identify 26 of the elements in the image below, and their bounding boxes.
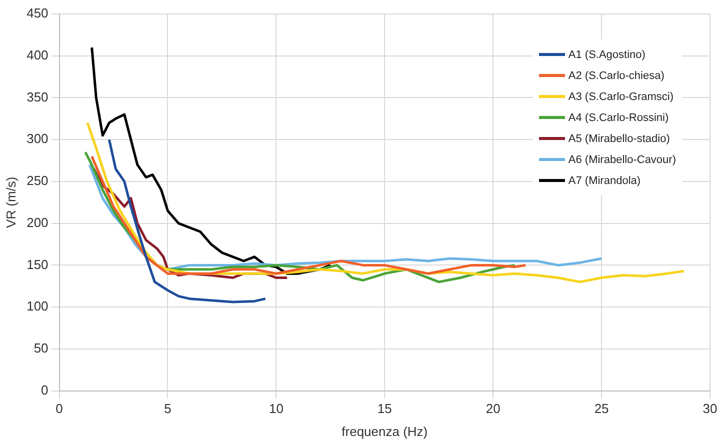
legend-label: A2 (S.Carlo-chiesa) — [568, 70, 664, 82]
legend-label: A6 (Mirabello-Cavour) — [568, 154, 676, 166]
x-tick-label: 25 — [594, 401, 609, 416]
legend-label: A4 (S.Carlo-Rossini) — [568, 112, 669, 124]
y-axis-title: VR (m/s) — [3, 176, 18, 228]
y-tick-label: 450 — [26, 6, 48, 21]
y-tick-label: 150 — [26, 256, 48, 272]
y-tick-label: 50 — [34, 340, 48, 356]
legend-label: A5 (Mirabello-stadio) — [568, 132, 670, 144]
x-tick-label: 30 — [702, 401, 718, 416]
x-tick-label: 15 — [377, 401, 392, 416]
y-tick-label: 250 — [26, 173, 48, 188]
y-tick-label: 200 — [26, 214, 48, 230]
x-axis-title: frequenza (Hz) — [342, 424, 428, 439]
legend-label: A3 (S.Carlo-Gramsci) — [568, 90, 674, 102]
y-tick-label: 100 — [26, 298, 48, 314]
y-tick-label: 400 — [26, 47, 48, 62]
x-tick-label: 20 — [486, 401, 500, 416]
y-tick-label: 300 — [26, 131, 48, 146]
x-tick-label: 0 — [56, 401, 63, 416]
x-tick-label: 5 — [164, 401, 172, 416]
y-tick-label: 0 — [41, 382, 48, 398]
legend-label: A7 (Mirandola) — [568, 174, 641, 186]
y-tick-label: 350 — [26, 89, 48, 104]
x-tick-label: 10 — [268, 401, 284, 416]
legend-label: A1 (S.Agostino) — [568, 48, 646, 60]
